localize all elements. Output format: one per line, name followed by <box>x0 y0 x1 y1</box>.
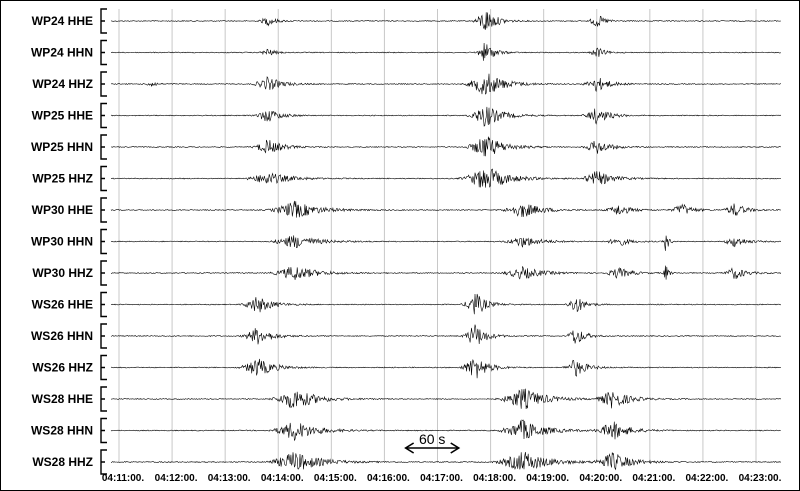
x-tick-label: 04:12:00. <box>155 473 198 484</box>
amplitude-scale-bracket <box>100 449 107 475</box>
channel-labels: WP24 HHE WP24 HHN WP24 HHZ WP25 HHE WP25 HHN… <box>31 8 107 475</box>
amplitude-scale-bracket <box>100 260 107 286</box>
channel-label: WP30 HHZ <box>32 266 93 280</box>
amplitude-scale-bracket <box>100 39 107 66</box>
x-tick-label: 04:20:00. <box>579 473 622 484</box>
amplitude-scale-bracket <box>100 134 107 160</box>
seismic-trace <box>110 388 782 410</box>
x-tick-label: 04:19:00. <box>526 473 569 484</box>
seismic-trace <box>110 419 781 442</box>
amplitude-scale-bracket <box>100 228 107 255</box>
channel-label: WP25 HHE <box>32 109 93 123</box>
amplitude-scale-bracket <box>100 71 107 97</box>
x-tick-label: 04:13:00. <box>208 473 251 484</box>
channel-label: WP25 HHN <box>31 140 93 154</box>
seismic-trace <box>110 265 782 280</box>
amplitude-scale-bracket <box>100 291 107 318</box>
channel-label: WS28 HHE <box>32 392 93 406</box>
traces <box>110 12 782 471</box>
seismic-trace <box>110 293 782 315</box>
amplitude-scale-bracket <box>100 323 107 349</box>
channel-label: WP24 HHZ <box>32 77 93 91</box>
seismic-trace <box>110 136 782 157</box>
seismic-trace <box>110 168 782 188</box>
channel-label: WS28 HHZ <box>32 455 93 469</box>
seismic-trace <box>110 358 782 379</box>
amplitude-scale-bracket <box>100 102 107 129</box>
seismic-trace <box>110 106 782 127</box>
seismic-trace <box>111 451 782 471</box>
scale-bar: 60 s <box>404 431 461 454</box>
seismic-trace <box>110 324 782 345</box>
channel-label: WP25 HHZ <box>32 172 93 186</box>
scale-bar-arrow-right <box>450 442 461 454</box>
grid-lines <box>118 9 757 463</box>
x-tick-label: 04:15:00. <box>314 473 357 484</box>
amplitude-scale-bracket <box>100 197 107 223</box>
channel-label: WP24 HHN <box>31 46 93 60</box>
seismic-trace <box>110 42 782 61</box>
scale-bar-label: 60 s <box>419 431 445 447</box>
amplitude-scale-bracket <box>100 8 107 34</box>
seismic-trace <box>110 235 782 251</box>
x-tick-label: 04:11:00. <box>102 473 144 484</box>
x-tick-label: 04:14:00. <box>261 473 304 484</box>
x-tick-label: 04:17:00. <box>420 473 463 484</box>
channel-label: WS26 HHN <box>31 329 93 343</box>
channel-label: WP24 HHE <box>32 14 93 28</box>
amplitude-scale-bracket <box>100 386 107 412</box>
amplitude-scale-bracket <box>100 165 107 192</box>
x-tick-label: 04:22:00. <box>686 473 729 484</box>
channel-label: WS26 HHE <box>32 298 93 312</box>
x-tick-label: 04:18:00. <box>473 473 516 484</box>
amplitude-scale-bracket <box>100 417 107 444</box>
x-tick-label: 04:23:00. <box>739 473 782 484</box>
amplitude-scale-bracket <box>100 354 107 381</box>
x-tick-label: 04:21:00. <box>632 473 675 484</box>
seismic-trace <box>110 12 781 30</box>
channel-label: WS26 HHZ <box>32 361 93 375</box>
scale-bar-arrow-left <box>404 442 415 454</box>
channel-label: WP30 HHN <box>31 235 93 249</box>
x-tick-label: 04:16:00. <box>367 473 410 484</box>
time-axis: 04:11:00. 04:12:00. 04:13:00. 04:14:00. 04:1… <box>102 473 782 484</box>
seismic-trace <box>111 73 782 95</box>
channel-label: WP30 HHE <box>32 203 93 217</box>
seismic-trace <box>110 200 782 218</box>
channel-label: WS28 HHN <box>31 424 93 438</box>
